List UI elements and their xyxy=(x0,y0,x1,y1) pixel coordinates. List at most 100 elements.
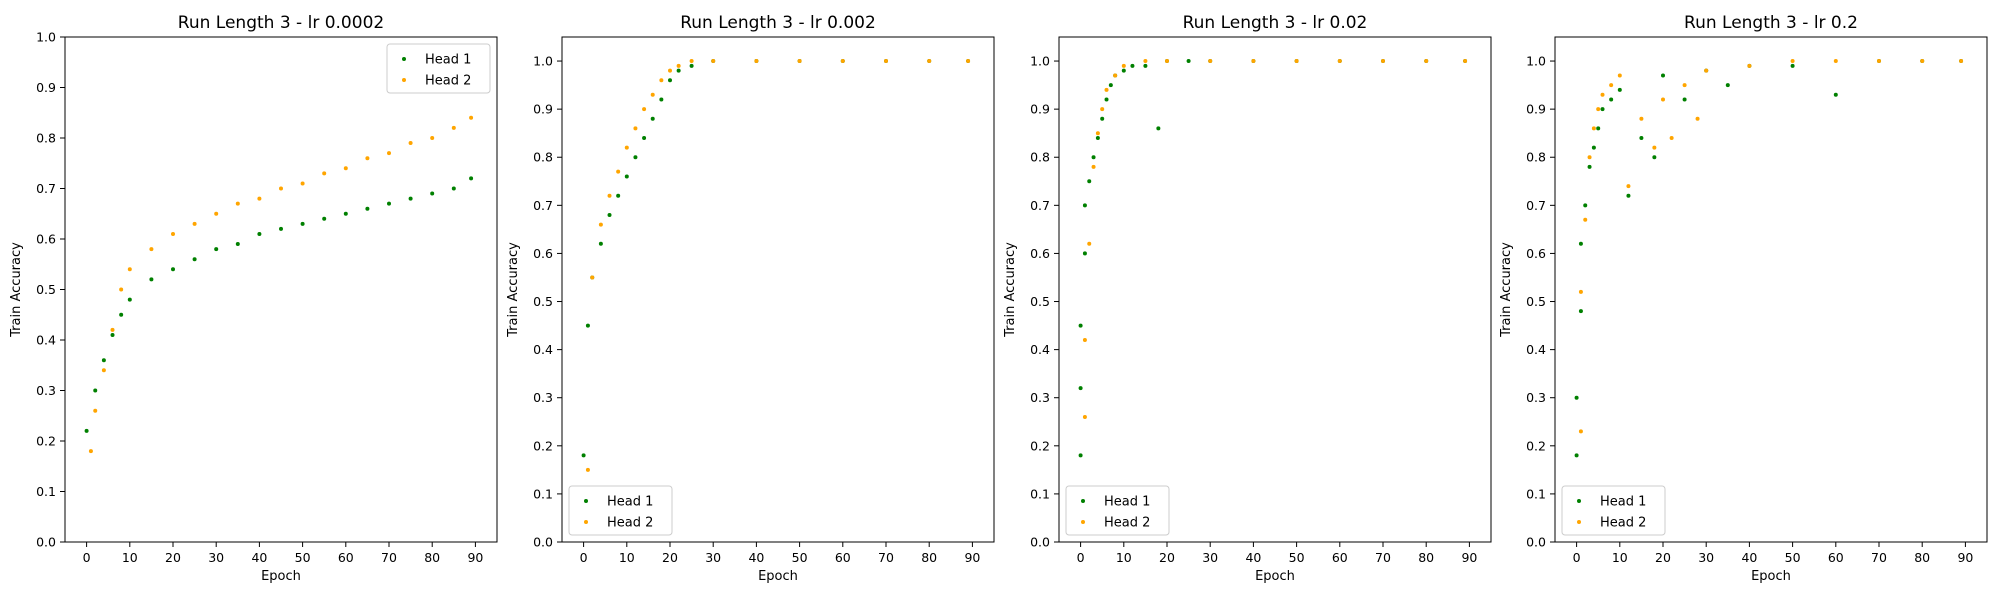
point-head-1 xyxy=(1082,203,1087,208)
point-head-2 xyxy=(1091,164,1096,169)
point-head-2 xyxy=(1920,59,1925,64)
point-head-2 xyxy=(93,408,98,413)
point-head-2 xyxy=(192,221,197,226)
x-tick-label: 40 xyxy=(1741,550,1757,565)
y-tick-label: 0.7 xyxy=(1526,198,1546,213)
point-head-2 xyxy=(1587,155,1592,160)
legend-box xyxy=(568,485,673,536)
x-tick-label: 30 xyxy=(208,550,224,565)
y-tick-label: 0.5 xyxy=(533,294,553,309)
point-head-2 xyxy=(1337,59,1342,64)
legend-label-head-1: Head 1 xyxy=(425,53,471,68)
point-head-1 xyxy=(300,221,305,226)
y-tick-label: 0.2 xyxy=(36,434,56,449)
y-tick-label: 1.0 xyxy=(1030,54,1050,69)
y-tick-label: 0.9 xyxy=(533,102,553,117)
point-head-2 xyxy=(1652,145,1657,150)
y-tick-label: 0.0 xyxy=(533,535,553,550)
x-tick-label: 80 xyxy=(1914,550,1930,565)
y-tick-label: 0.5 xyxy=(1526,294,1546,309)
point-head-2 xyxy=(797,59,802,64)
legend: Head 1 Head 2 xyxy=(1065,485,1170,536)
point-head-1 xyxy=(1574,453,1579,458)
point-head-1 xyxy=(1121,68,1126,73)
point-head-1 xyxy=(668,78,672,83)
x-tick-label: 60 xyxy=(1332,550,1348,565)
legend-marker-head-1 xyxy=(402,57,406,61)
legend-marker-head-2 xyxy=(1081,520,1085,524)
point-head-1 xyxy=(1078,323,1083,328)
point-head-1 xyxy=(1100,116,1105,121)
x-tick-label: 30 xyxy=(1698,550,1714,565)
data-points xyxy=(1078,59,1468,458)
y-axis-label: Train Accuracy xyxy=(9,242,24,338)
point-head-2 xyxy=(322,171,327,176)
point-head-2 xyxy=(1747,63,1752,68)
legend-marker-head-2 xyxy=(584,520,588,524)
x-tick-label: 70 xyxy=(381,550,397,565)
point-head-1 xyxy=(119,312,124,317)
point-head-2 xyxy=(1121,63,1126,68)
x-axis-label: Epoch xyxy=(1751,569,1791,584)
point-head-1 xyxy=(1578,309,1583,314)
y-tick-label: 0.8 xyxy=(36,131,56,146)
point-head-1 xyxy=(650,116,655,121)
point-head-2 xyxy=(1669,136,1674,140)
x-tick-label: 50 xyxy=(1785,550,1801,565)
point-head-2 xyxy=(110,327,115,332)
y-tick-label: 0.2 xyxy=(533,438,553,453)
point-head-2 xyxy=(840,59,845,64)
point-head-2 xyxy=(88,449,93,454)
point-head-2 xyxy=(257,196,262,201)
point-head-1 xyxy=(192,257,197,262)
point-head-2 xyxy=(1609,83,1614,88)
y-tick-label: 0.9 xyxy=(1526,102,1546,117)
x-tick-label: 70 xyxy=(1871,550,1887,565)
x-tick-label: 90 xyxy=(964,550,980,565)
point-head-1 xyxy=(1095,136,1100,140)
y-tick-label: 0.4 xyxy=(533,342,553,357)
point-head-2 xyxy=(214,211,219,216)
point-head-1 xyxy=(624,174,629,179)
y-tick-label: 0.4 xyxy=(1030,342,1050,357)
point-head-1 xyxy=(149,277,154,282)
point-head-2 xyxy=(1104,87,1109,92)
legend: Head 1 Head 2 xyxy=(1561,485,1666,536)
data-points xyxy=(84,115,474,454)
point-head-2 xyxy=(884,59,888,64)
x-tick-label: 80 xyxy=(424,550,440,565)
x-tick-label: 20 xyxy=(165,550,181,565)
point-head-2 xyxy=(642,107,647,112)
x-tick-label: 40 xyxy=(748,550,764,565)
legend-marker-head-1 xyxy=(1081,499,1085,503)
y-tick-label: 0.0 xyxy=(1526,535,1546,550)
point-head-2 xyxy=(927,59,932,64)
x-tick-label: 90 xyxy=(1957,550,1973,565)
point-head-2 xyxy=(1600,92,1605,97)
point-head-2 xyxy=(300,181,305,186)
point-head-1 xyxy=(279,226,283,231)
point-head-2 xyxy=(1626,184,1631,189)
legend: Head 1 Head 2 xyxy=(568,485,673,536)
chart-title: Run Length 3 - lr 0.02 xyxy=(1183,13,1368,33)
point-head-1 xyxy=(1143,63,1148,68)
x-tick-label: 0 xyxy=(1573,550,1581,565)
y-tick-label: 0.8 xyxy=(1526,150,1546,165)
point-head-1 xyxy=(257,231,262,236)
point-head-1 xyxy=(1130,63,1135,68)
x-tick-label: 10 xyxy=(1116,550,1132,565)
point-head-1 xyxy=(689,63,694,68)
y-tick-label: 0.6 xyxy=(533,246,553,261)
point-head-2 xyxy=(1639,116,1644,121)
point-head-2 xyxy=(668,68,672,73)
y-tick-label: 0.1 xyxy=(36,484,56,499)
point-head-1 xyxy=(84,428,89,433)
x-tick-label: 20 xyxy=(1655,550,1671,565)
y-tick-label: 0.9 xyxy=(1030,102,1050,117)
point-head-1 xyxy=(642,136,647,140)
y-tick-label: 0.5 xyxy=(1030,294,1050,309)
point-head-2 xyxy=(1165,59,1169,64)
y-tick-label: 0.5 xyxy=(36,282,56,297)
point-head-1 xyxy=(1790,63,1795,68)
